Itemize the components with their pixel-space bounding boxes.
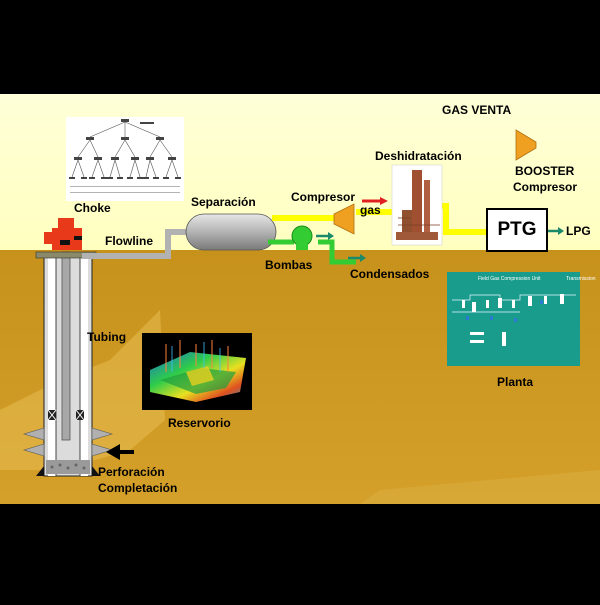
separacion-label: Separación (191, 195, 256, 209)
bombas-label: Bombas (265, 258, 313, 272)
plant-screen-subtitle: Transmission (566, 276, 596, 282)
tubing-string (61, 251, 71, 441)
booster-compressor-icon (515, 129, 537, 161)
compresor-label: Compresor (291, 190, 356, 204)
reservoir-model-image (142, 333, 252, 410)
pump-icon (291, 225, 313, 250)
condensados-label: Condensados (350, 267, 430, 281)
plant-screen-title: Field Gas Compression Unit (478, 276, 541, 282)
perforation-spikes (22, 427, 114, 457)
deshidratacion-label: Deshidratación (375, 149, 462, 163)
perforation-pointer-arrow (106, 444, 134, 460)
pump-flow-arrow (316, 232, 334, 240)
plant-screen-image (447, 272, 580, 366)
planta-label: Planta (497, 375, 534, 389)
booster-label-line1: BOOSTER (515, 164, 575, 178)
completacion-label: Completación (98, 481, 178, 495)
flowline-pipe (82, 229, 196, 259)
lpg-label: LPG (566, 224, 591, 238)
dehydration-unit-image (391, 164, 443, 246)
choke-label: Choke (74, 201, 111, 215)
wellhead-icon (35, 218, 97, 259)
reservorio-label: Reservorio (168, 416, 231, 430)
separator-vessel (185, 213, 277, 251)
gas-label: gas (360, 203, 381, 217)
lpg-flow-arrow (548, 227, 564, 235)
tubing-label: Tubing (87, 330, 127, 344)
booster-label-line2: Compresor (513, 180, 578, 194)
perforacion-label: Perforación (98, 465, 165, 479)
compressor-icon (333, 203, 355, 235)
packer (47, 409, 85, 421)
well-bottom (36, 460, 100, 476)
ptg-box: PTG (486, 208, 548, 252)
condensate-arrow (348, 254, 366, 262)
gas-flow-arrow (362, 197, 388, 205)
liquid-line (268, 239, 356, 265)
gas-venta-label: GAS VENTA (442, 103, 512, 117)
choke-tree-image (66, 117, 184, 201)
flowline-label: Flowline (105, 234, 153, 248)
ground-light-patch-right (360, 470, 600, 504)
